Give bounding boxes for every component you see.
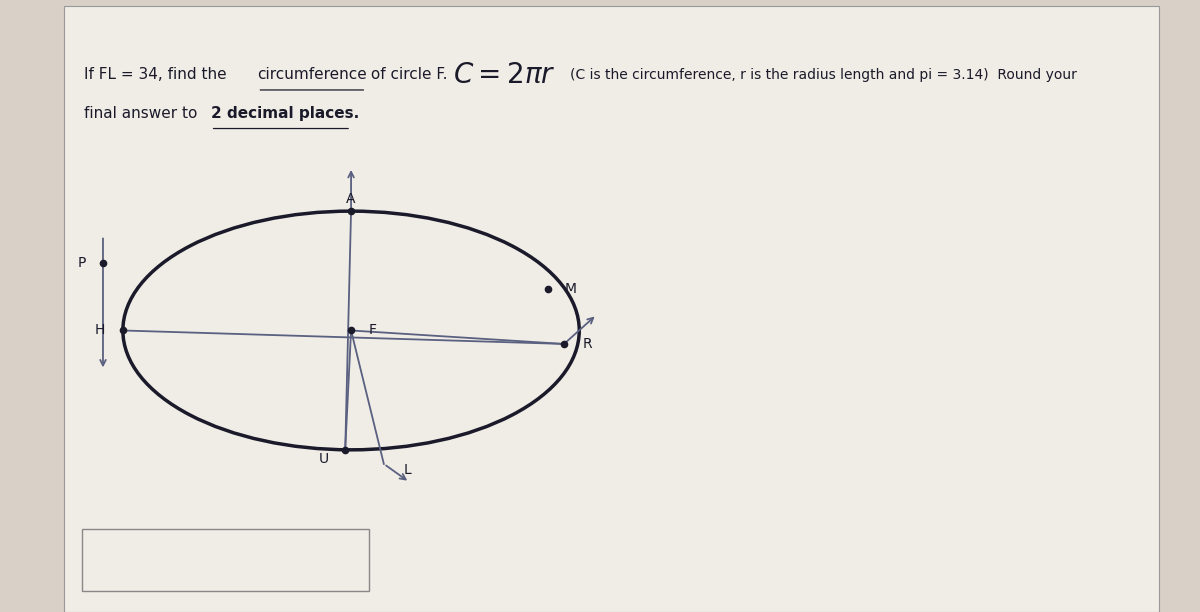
- Text: R: R: [583, 337, 593, 351]
- Text: $C = 2\pi r$: $C = 2\pi r$: [452, 61, 556, 89]
- Text: P: P: [78, 256, 86, 270]
- Text: H: H: [95, 324, 104, 337]
- Text: 2 decimal places.: 2 decimal places.: [211, 106, 359, 121]
- FancyBboxPatch shape: [82, 529, 368, 591]
- Text: A: A: [347, 192, 356, 206]
- Text: M: M: [565, 282, 577, 296]
- Text: If FL = 34, find the: If FL = 34, find the: [84, 67, 232, 82]
- Text: (C is the circumference, r is the radius length and pi = 3.14)  Round your: (C is the circumference, r is the radius…: [570, 68, 1076, 81]
- Text: of circle F.: of circle F.: [366, 67, 448, 82]
- Text: F: F: [368, 324, 376, 337]
- Text: final answer to: final answer to: [84, 106, 203, 121]
- Text: L: L: [403, 463, 412, 477]
- Text: circumference: circumference: [258, 67, 367, 82]
- FancyBboxPatch shape: [65, 6, 1158, 612]
- Text: U: U: [319, 452, 329, 466]
